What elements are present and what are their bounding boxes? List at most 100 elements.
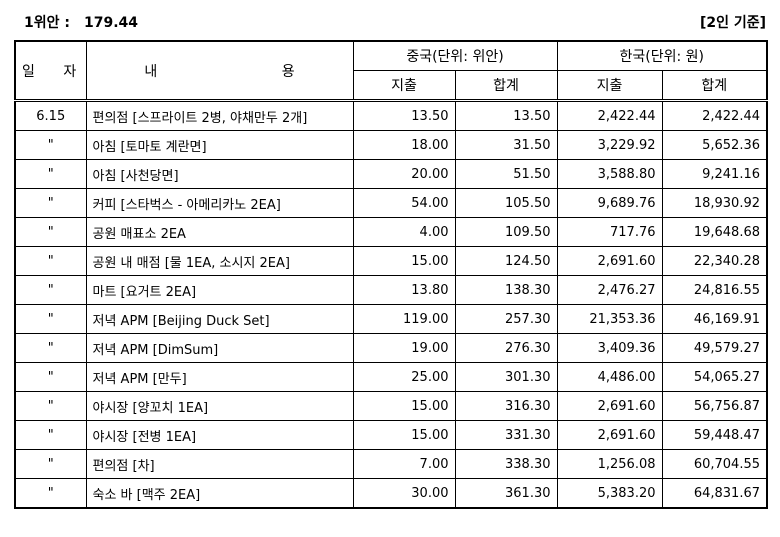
- korea-total-cell: 49,579.27: [661, 333, 768, 363]
- date-cell: ": [14, 362, 87, 392]
- description-column-header: 내 용: [85, 40, 354, 102]
- table-row: " 공원 내 매점 [물 1EA, 소시지 2EA] 15.00 124.50 2,69…: [14, 246, 768, 276]
- china-total-cell: 13.50: [454, 100, 558, 131]
- china-total-cell: 361.30: [454, 478, 558, 509]
- table-row: " 저녁 APM [Beijing Duck Set] 119.00 257.30 21…: [14, 304, 768, 334]
- korea-spend-cell: 3,229.92: [556, 130, 663, 160]
- korea-spend-header: 지출: [556, 70, 663, 102]
- china-group-header: 중국(단위: 위안): [352, 40, 558, 71]
- korea-spend-cell: 3,409.36: [556, 333, 663, 363]
- description-cell: 숙소 바 [맥주 2EA]: [85, 478, 354, 509]
- korea-group-header: 한국(단위: 원): [556, 40, 768, 71]
- description-cell: 아침 [사천당면]: [85, 159, 354, 189]
- description-cell: 커피 [스타벅스 - 아메리카노 2EA]: [85, 188, 354, 218]
- korea-total-cell: 24,816.55: [661, 275, 768, 305]
- china-total-cell: 276.30: [454, 333, 558, 363]
- date-cell: ": [14, 391, 87, 421]
- table-row: " 아침 [토마토 계란면] 18.00 31.50 3,229.92 5,652.36: [14, 130, 768, 160]
- korea-spend-cell: 9,689.76: [556, 188, 663, 218]
- description-cell: 공원 내 매점 [물 1EA, 소시지 2EA]: [85, 246, 354, 276]
- table-body: 6.15 편의점 [스프라이트 2병, 야채만두 2개] 13.50 13.50 2,4…: [14, 100, 768, 509]
- table-row: " 야시장 [양꼬치 1EA] 15.00 316.30 2,691.60 56,756.…: [14, 391, 768, 421]
- description-cell: 편의점 [스프라이트 2병, 야채만두 2개]: [85, 100, 354, 131]
- table-row: " 커피 [스타벅스 - 아메리카노 2EA] 54.00 105.50 9,689.7…: [14, 188, 768, 218]
- description-cell: 야시장 [양꼬치 1EA]: [85, 391, 354, 421]
- china-spend-cell: 30.00: [352, 478, 456, 509]
- description-cell: 공원 매표소 2EA: [85, 217, 354, 247]
- china-total-cell: 51.50: [454, 159, 558, 189]
- china-total-cell: 316.30: [454, 391, 558, 421]
- description-cell: 아침 [토마토 계란면]: [85, 130, 354, 160]
- korea-total-cell: 60,704.55: [661, 449, 768, 479]
- china-spend-cell: 15.00: [352, 246, 456, 276]
- date-cell: 6.15: [14, 100, 87, 131]
- date-cell: ": [14, 159, 87, 189]
- korea-spend-cell: 5,383.20: [556, 478, 663, 509]
- china-total-cell: 257.30: [454, 304, 558, 334]
- china-spend-cell: 119.00: [352, 304, 456, 334]
- korea-total-cell: 18,930.92: [661, 188, 768, 218]
- date-cell: ": [14, 449, 87, 479]
- china-spend-cell: 25.00: [352, 362, 456, 392]
- exchange-rate-value: 179.44: [83, 15, 139, 31]
- table-row: 6.15 편의점 [스프라이트 2병, 야채만두 2개] 13.50 13.50 2,4…: [14, 100, 768, 131]
- china-spend-cell: 13.80: [352, 275, 456, 305]
- china-total-cell: 301.30: [454, 362, 558, 392]
- exchange-rate: 1위안 : 179.44: [24, 12, 138, 32]
- korea-spend-cell: 2,691.60: [556, 391, 663, 421]
- korea-total-cell: 56,756.87: [661, 391, 768, 421]
- description-cell: 저녁 APM [만두]: [85, 362, 354, 392]
- china-spend-cell: 15.00: [352, 420, 456, 450]
- korea-spend-cell: 717.76: [556, 217, 663, 247]
- china-spend-header: 지출: [352, 70, 456, 102]
- korea-total-cell: 2,422.44: [661, 100, 768, 131]
- china-spend-cell: 18.00: [352, 130, 456, 160]
- description-cell: 저녁 APM [DimSum]: [85, 333, 354, 363]
- china-spend-cell: 19.00: [352, 333, 456, 363]
- korea-spend-cell: 21,353.36: [556, 304, 663, 334]
- korea-spend-cell: 4,486.00: [556, 362, 663, 392]
- exchange-rate-label: 1위안 :: [24, 15, 70, 31]
- description-cell: 야시장 [전병 1EA]: [85, 420, 354, 450]
- china-total-cell: 31.50: [454, 130, 558, 160]
- china-spend-cell: 4.00: [352, 217, 456, 247]
- china-total-cell: 105.50: [454, 188, 558, 218]
- date-cell: ": [14, 333, 87, 363]
- korea-total-cell: 54,065.27: [661, 362, 768, 392]
- table-row: " 야시장 [전병 1EA] 15.00 331.30 2,691.60 59,448.4…: [14, 420, 768, 450]
- korea-total-cell: 22,340.28: [661, 246, 768, 276]
- china-spend-cell: 13.50: [352, 100, 456, 131]
- table-row: " 마트 [요거트 2EA] 13.80 138.30 2,476.27 24,816.5…: [14, 275, 768, 305]
- description-cell: 마트 [요거트 2EA]: [85, 275, 354, 305]
- china-total-cell: 109.50: [454, 217, 558, 247]
- korea-total-cell: 59,448.47: [661, 420, 768, 450]
- korea-spend-cell: 2,691.60: [556, 420, 663, 450]
- table-row: " 아침 [사천당면] 20.00 51.50 3,588.80 9,241.16: [14, 159, 768, 189]
- korea-spend-cell: 2,691.60: [556, 246, 663, 276]
- date-cell: ": [14, 275, 87, 305]
- description-cell: 편의점 [차]: [85, 449, 354, 479]
- china-total-cell: 124.50: [454, 246, 558, 276]
- table-header: 일 자 내 용 중국(단위: 위안) 한국(단위: 원) 지출 합계 지출 합계: [14, 40, 768, 102]
- korea-spend-cell: 3,588.80: [556, 159, 663, 189]
- korea-total-cell: 5,652.36: [661, 130, 768, 160]
- table-row: " 편의점 [차] 7.00 338.30 1,256.08 60,704.55: [14, 449, 768, 479]
- china-total-cell: 331.30: [454, 420, 558, 450]
- date-cell: ": [14, 420, 87, 450]
- date-cell: ": [14, 217, 87, 247]
- china-spend-cell: 20.00: [352, 159, 456, 189]
- korea-total-header: 합계: [661, 70, 768, 102]
- china-spend-cell: 7.00: [352, 449, 456, 479]
- china-total-cell: 338.30: [454, 449, 558, 479]
- table-row: " 저녁 APM [만두] 25.00 301.30 4,486.00 54,065.27: [14, 362, 768, 392]
- table-row: " 공원 매표소 2EA 4.00 109.50 717.76 19,648.68: [14, 217, 768, 247]
- expense-table: 일 자 내 용 중국(단위: 위안) 한국(단위: 원) 지출 합계 지출 합계…: [14, 40, 768, 509]
- china-spend-cell: 15.00: [352, 391, 456, 421]
- date-cell: ": [14, 246, 87, 276]
- description-cell: 저녁 APM [Beijing Duck Set]: [85, 304, 354, 334]
- korea-total-cell: 9,241.16: [661, 159, 768, 189]
- date-cell: ": [14, 478, 87, 509]
- china-spend-cell: 54.00: [352, 188, 456, 218]
- header-bar: 1위안 : 179.44 [2인 기준]: [14, 12, 766, 34]
- china-total-header: 합계: [454, 70, 558, 102]
